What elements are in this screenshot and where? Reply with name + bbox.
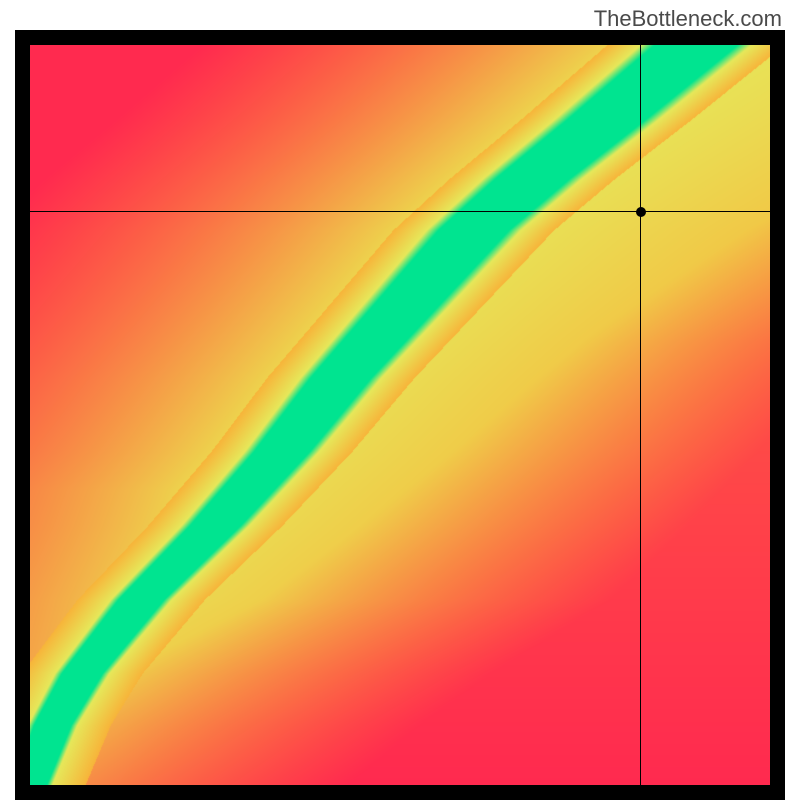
chart-frame [15,30,785,800]
crosshair-horizontal [30,211,770,212]
watermark-text: TheBottleneck.com [594,6,782,32]
crosshair-vertical [640,45,641,785]
heatmap-canvas [30,45,770,785]
crosshair-marker [636,207,646,217]
